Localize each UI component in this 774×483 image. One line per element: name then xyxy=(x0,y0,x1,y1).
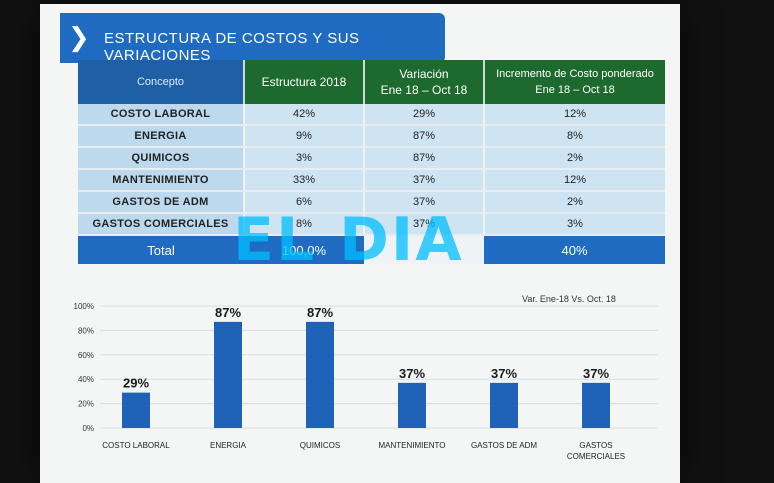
total-variacion-empty xyxy=(364,235,484,264)
data-label: 29% xyxy=(123,376,149,391)
cell-concepto: COSTO LABORAL xyxy=(78,104,244,126)
cost-structure-table: Concepto Estructura 2018 Variación Ene 1… xyxy=(78,60,665,264)
table-row: MANTENIMIENTO 33% 37% 12% xyxy=(78,169,665,192)
watermark-logo: EL DIA xyxy=(233,205,464,275)
x-tick-label: GASTOS DE ADM xyxy=(471,441,537,450)
cell-estructura: 3% xyxy=(243,147,364,170)
cell-concepto: GASTOS COMERCIALES xyxy=(78,213,244,236)
table-header-row: Concepto Estructura 2018 Variación Ene 1… xyxy=(78,60,665,104)
chart-bars xyxy=(122,321,610,428)
cell-incremento: 12% xyxy=(483,169,665,192)
cell-variacion: 37% xyxy=(363,169,484,192)
cell-variacion: 37% xyxy=(363,191,484,214)
cell-variacion: 37% xyxy=(363,213,484,236)
bar xyxy=(306,321,334,428)
table-row: QUIMICOS 3% 87% 2% xyxy=(78,147,665,170)
header-variacion: Variación Ene 18 – Oct 18 xyxy=(363,60,484,104)
x-tick-label: ENERGIA xyxy=(210,441,247,450)
bar xyxy=(490,382,518,428)
data-label: 87% xyxy=(307,305,333,320)
slide-title: ESTRUCTURA DE COSTOS Y SUS VARIACIONES xyxy=(104,30,360,64)
bar xyxy=(122,392,150,428)
cell-estructura: 33% xyxy=(243,169,364,192)
table-row: GASTOS DE ADM 6% 37% 2% xyxy=(78,191,665,214)
cell-variacion: 87% xyxy=(363,147,484,170)
cell-estructura: 8% xyxy=(243,213,364,236)
y-tick-label: 40% xyxy=(78,375,94,384)
total-label: Total xyxy=(78,235,244,264)
y-tick-label: 20% xyxy=(78,400,94,409)
section-banner: ❯ ESTRUCTURA DE COSTOS Y SUS VARIACIONES xyxy=(60,13,445,64)
y-axis-ticks: 0% 20% 40% 60% 80% 100% xyxy=(74,302,94,433)
cell-estructura: 9% xyxy=(243,125,364,148)
cell-concepto: MANTENIMIENTO xyxy=(78,169,244,192)
data-label: 37% xyxy=(399,366,425,381)
bar xyxy=(398,382,426,428)
data-label: 37% xyxy=(491,366,517,381)
table-row: ENERGIA 9% 87% 8% xyxy=(78,125,665,148)
chevron-right-icon: ❯ xyxy=(68,23,90,53)
table-row: GASTOS COMERCIALES 8% 37% 3% xyxy=(78,213,665,236)
x-tick-label: QUIMICOS xyxy=(300,441,340,450)
header-incremento-line2: Ene 18 – Oct 18 xyxy=(535,84,615,96)
y-tick-label: 60% xyxy=(78,351,94,360)
table-row: COSTO LABORAL 42% 29% 12% xyxy=(78,104,665,126)
cell-incremento: 8% xyxy=(483,125,665,148)
data-labels: 29% 87% 87% 37% 37% 37% xyxy=(123,305,609,391)
y-tick-label: 100% xyxy=(74,302,94,311)
total-row: Total 100,0% 40% xyxy=(78,235,665,264)
cell-estructura: 42% xyxy=(243,104,364,126)
cell-incremento: 12% xyxy=(483,104,665,126)
header-incremento: Incremento de Costo ponderado Ene 18 – O… xyxy=(483,60,665,104)
chart-gridlines xyxy=(100,305,658,429)
data-label: 87% xyxy=(215,305,241,320)
cell-concepto: QUIMICOS xyxy=(78,147,244,170)
x-tick-label: MANTENIMIENTO xyxy=(379,441,446,450)
x-axis-labels: COSTO LABORAL ENERGIA QUIMICOS MANTENIMIENT… xyxy=(102,441,625,461)
bar xyxy=(582,382,610,428)
cell-variacion: 87% xyxy=(363,125,484,148)
cell-concepto: GASTOS DE ADM xyxy=(78,191,244,214)
header-concepto: Concepto xyxy=(78,60,244,104)
x-tick-label: COSTO LABORAL xyxy=(102,441,170,450)
cell-concepto: ENERGIA xyxy=(78,125,244,148)
total-incremento: 40% xyxy=(484,235,665,264)
header-variacion-line1: Variación xyxy=(399,67,449,81)
data-label: 37% xyxy=(583,366,609,381)
header-incremento-line1: Incremento de Costo ponderado xyxy=(496,68,654,80)
y-tick-label: 0% xyxy=(82,424,94,433)
cell-estructura: 6% xyxy=(243,191,364,214)
total-estructura: 100,0% xyxy=(244,235,364,264)
variation-bar-chart: 0% 20% 40% 60% 80% 100% 29% 87% 87% 37% 37% 37% CO… xyxy=(74,302,658,461)
cell-incremento: 2% xyxy=(483,191,665,214)
chart-title: Var. Ene-18 Vs. Oct. 18 xyxy=(522,294,616,304)
header-variacion-line2: Ene 18 – Oct 18 xyxy=(380,83,468,97)
cell-incremento: 3% xyxy=(483,213,665,236)
cell-variacion: 29% xyxy=(363,104,484,126)
x-tick-label: COMERCIALES xyxy=(567,452,625,461)
y-tick-label: 80% xyxy=(78,326,94,335)
bar xyxy=(214,321,242,428)
cell-incremento: 2% xyxy=(483,147,665,170)
header-estructura: Estructura 2018 xyxy=(243,60,364,104)
x-tick-label: GASTOS xyxy=(579,441,612,450)
